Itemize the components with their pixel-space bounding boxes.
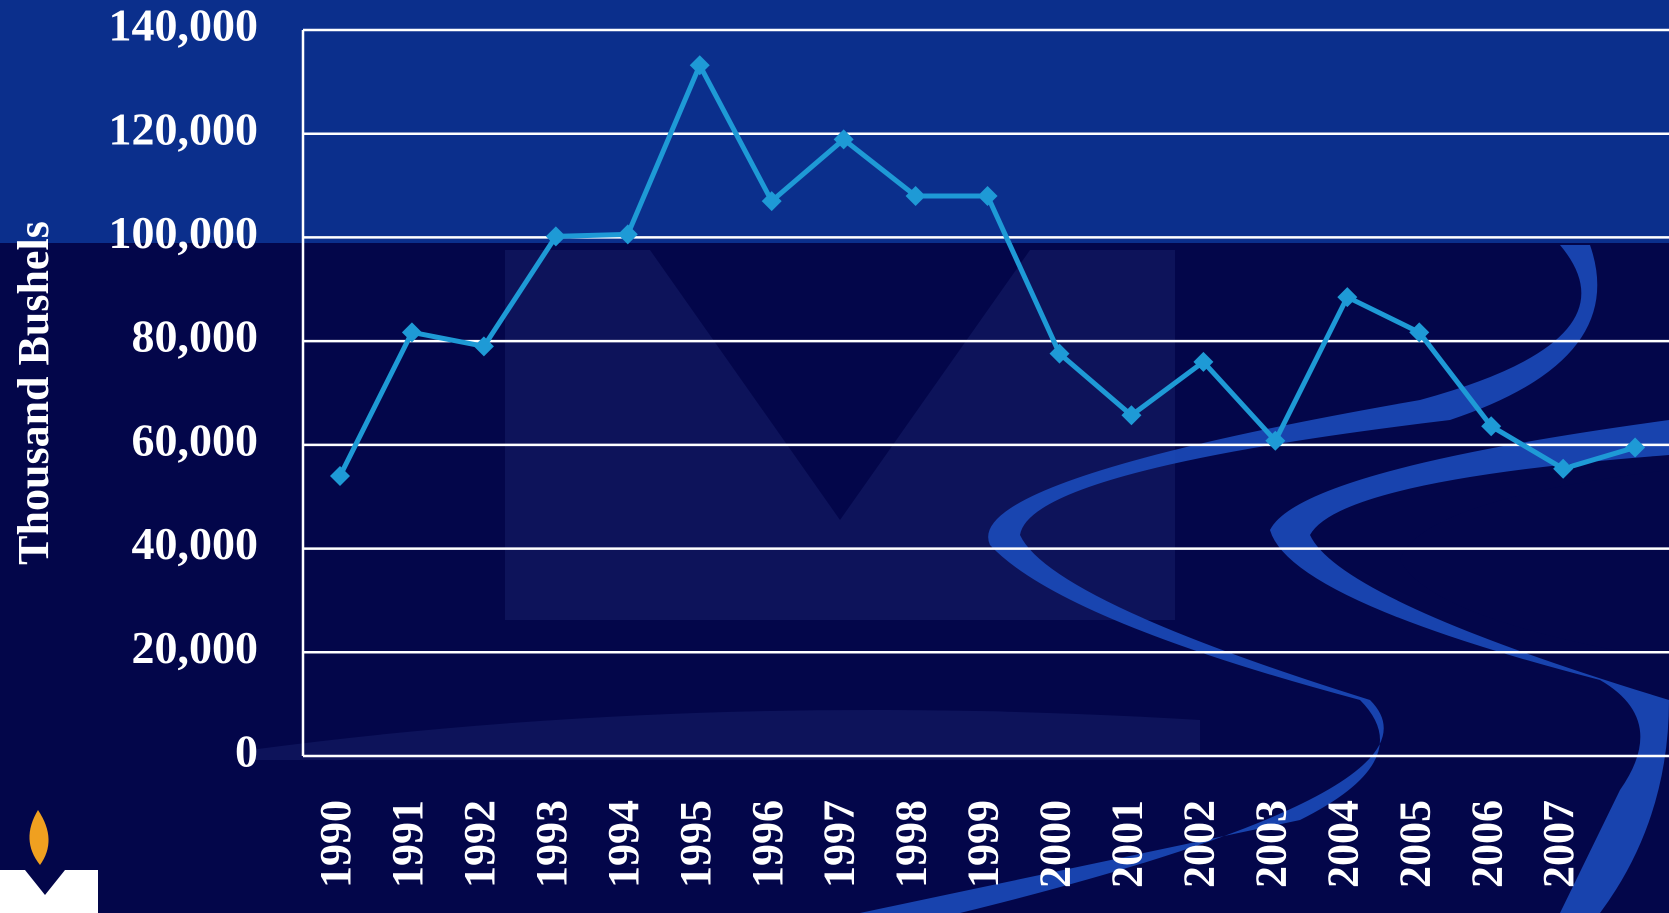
data-point	[977, 185, 998, 206]
data-point	[1193, 351, 1214, 372]
data-point	[401, 322, 422, 343]
x-tick-label: 2006	[1462, 800, 1511, 888]
data-point	[1049, 343, 1070, 364]
x-tick-label: 1990	[311, 800, 360, 888]
x-tick-label: 1992	[455, 800, 504, 888]
data-point	[330, 465, 350, 486]
data-point	[1265, 430, 1286, 451]
logo	[0, 810, 98, 913]
x-tick-label: 1998	[887, 800, 936, 888]
data-point	[761, 191, 782, 212]
y-tick-label: 120,000	[109, 103, 259, 154]
x-tick-label: 1997	[815, 800, 864, 888]
x-tick-label: 1993	[527, 800, 576, 888]
header-band	[0, 0, 1669, 243]
x-tick-label: 1994	[599, 800, 648, 888]
data-point	[1337, 287, 1358, 308]
y-tick-label: 80,000	[132, 311, 259, 362]
data-point	[1481, 416, 1502, 437]
y-tick-label: 140,000	[109, 0, 259, 51]
x-tick-label: 2002	[1174, 800, 1223, 888]
decor-swoosh	[860, 245, 1669, 913]
x-tick-label: 2000	[1031, 800, 1080, 888]
x-tick-label: 1999	[959, 800, 1008, 888]
y-tick-label: 0	[235, 726, 258, 777]
x-tick-label: 2003	[1246, 800, 1295, 888]
x-tick-label: 2001	[1103, 800, 1152, 888]
data-point	[905, 185, 926, 206]
x-tick-label: 2005	[1390, 800, 1439, 888]
data-point	[1553, 458, 1574, 479]
data-point	[1121, 405, 1142, 426]
y-tick-label: 100,000	[109, 207, 259, 258]
y-tick-label: 40,000	[132, 518, 259, 569]
x-tick-label: 2004	[1318, 800, 1367, 888]
y-tick-label: 20,000	[132, 622, 259, 673]
data-point	[473, 336, 494, 357]
data-point	[833, 129, 854, 150]
data-point	[1409, 322, 1430, 343]
x-tick-label: 1995	[671, 800, 720, 888]
data-point	[1625, 437, 1646, 458]
data-point	[689, 55, 710, 76]
data-point	[617, 224, 638, 245]
y-tick-label: 60,000	[132, 414, 259, 465]
x-tick-label: 1991	[383, 800, 432, 888]
y-axis-label: Thousand Bushels	[9, 221, 58, 565]
data-point	[545, 226, 566, 247]
x-tick-label: 1996	[743, 800, 792, 888]
x-tick-label: 2007	[1534, 800, 1583, 888]
